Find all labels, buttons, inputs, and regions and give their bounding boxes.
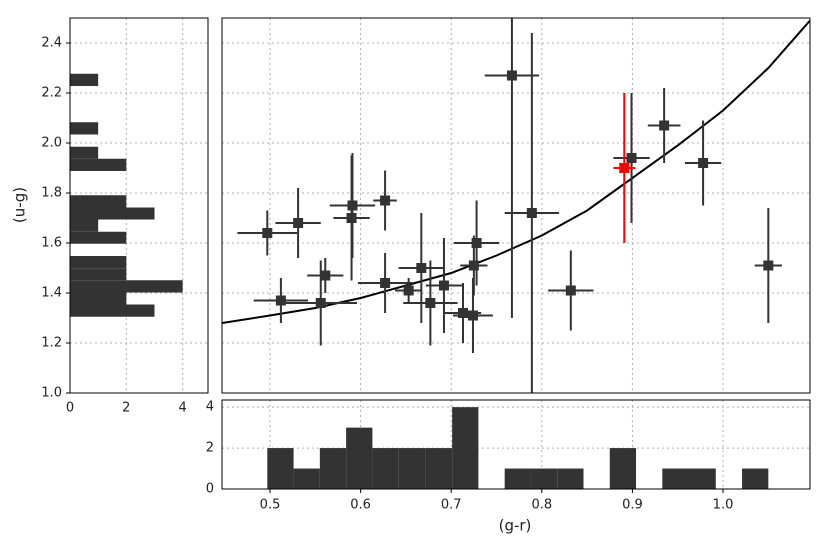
- hist-bar: [70, 122, 99, 135]
- hist-bar: [70, 195, 127, 208]
- hist-bar: [319, 448, 347, 489]
- fit-curve: [222, 19, 810, 324]
- y-tick-label: 2.0: [41, 136, 62, 151]
- point: [416, 263, 427, 273]
- point: [438, 280, 449, 291]
- x-tick-label: 0.6: [350, 498, 371, 513]
- hist-bar: [398, 448, 426, 489]
- hist-bar: [267, 448, 294, 489]
- point: [471, 238, 482, 248]
- point: [565, 285, 576, 296]
- y-tick-label: 2.2: [41, 86, 62, 101]
- x-tick-label: 0: [66, 401, 74, 416]
- point: [457, 308, 468, 318]
- hist-bar: [742, 468, 769, 489]
- y-axis-label: (u-g): [11, 187, 29, 223]
- hist-bar: [70, 256, 127, 269]
- hist-bar: [70, 268, 127, 281]
- point: [425, 298, 436, 308]
- point: [315, 298, 326, 308]
- hist-bar: [70, 146, 99, 159]
- x-tick-label: 2: [122, 401, 130, 416]
- scatter-layer: [222, 18, 810, 393]
- y-tick-label: 0: [206, 482, 214, 497]
- hist-bar: [293, 468, 320, 489]
- x-tick-label: 0.8: [531, 498, 552, 513]
- hist-bar: [452, 407, 479, 489]
- point: [320, 270, 331, 281]
- grid-layer: [69, 18, 810, 490]
- point: [506, 70, 517, 81]
- point: [467, 310, 478, 321]
- y-tick-label: 1.0: [41, 386, 62, 401]
- hist-bar: [689, 468, 716, 489]
- hist-bar: [70, 292, 127, 305]
- y-tick-label: 4: [206, 400, 214, 415]
- y-tick-label: 2.4: [41, 36, 62, 51]
- point: [262, 228, 273, 238]
- bottom-frame: [221, 399, 811, 490]
- x-tick-label: 0.5: [260, 498, 281, 513]
- point: [346, 213, 357, 223]
- hist-bar: [70, 304, 155, 317]
- point: [403, 285, 414, 296]
- hist-bar: [609, 448, 637, 489]
- x-tick-label: 1.0: [713, 498, 734, 513]
- x-tick-label: 0.7: [441, 498, 462, 513]
- y-tick-label: 1.8: [41, 186, 62, 201]
- hist-bar: [425, 448, 453, 489]
- hist-bar: [530, 468, 558, 489]
- y-tick-label: 1.2: [41, 336, 62, 351]
- y-tick-label: 2: [206, 441, 214, 456]
- hist-bar: [70, 280, 183, 293]
- y-tick-label: 1.4: [41, 286, 62, 301]
- left-frame: [69, 17, 209, 394]
- x-tick-label: 0.9: [622, 498, 643, 513]
- point: [619, 163, 630, 173]
- y-tick-label: 1.6: [41, 236, 62, 251]
- hist-bar: [70, 207, 155, 220]
- hist-bar: [70, 73, 99, 86]
- point: [380, 195, 391, 206]
- mark-layer: [70, 73, 769, 489]
- hist-bar: [70, 219, 99, 232]
- point: [468, 260, 479, 271]
- hist-bar: [557, 468, 584, 489]
- point: [293, 218, 304, 228]
- x-axis-label: (g-r): [499, 517, 532, 535]
- hist-bar: [70, 231, 127, 244]
- point: [698, 158, 709, 168]
- hist-bar: [346, 427, 373, 489]
- x-tick-label: 4: [179, 401, 187, 416]
- hist-bar: [70, 158, 127, 171]
- point: [626, 153, 637, 163]
- point: [763, 260, 774, 271]
- point: [659, 120, 670, 131]
- point: [380, 278, 391, 288]
- hist-bar: [662, 468, 690, 489]
- hist-bar: [504, 468, 531, 489]
- main-frame: [221, 17, 811, 394]
- point: [526, 208, 537, 218]
- hist-bar: [372, 448, 399, 489]
- point: [275, 295, 286, 306]
